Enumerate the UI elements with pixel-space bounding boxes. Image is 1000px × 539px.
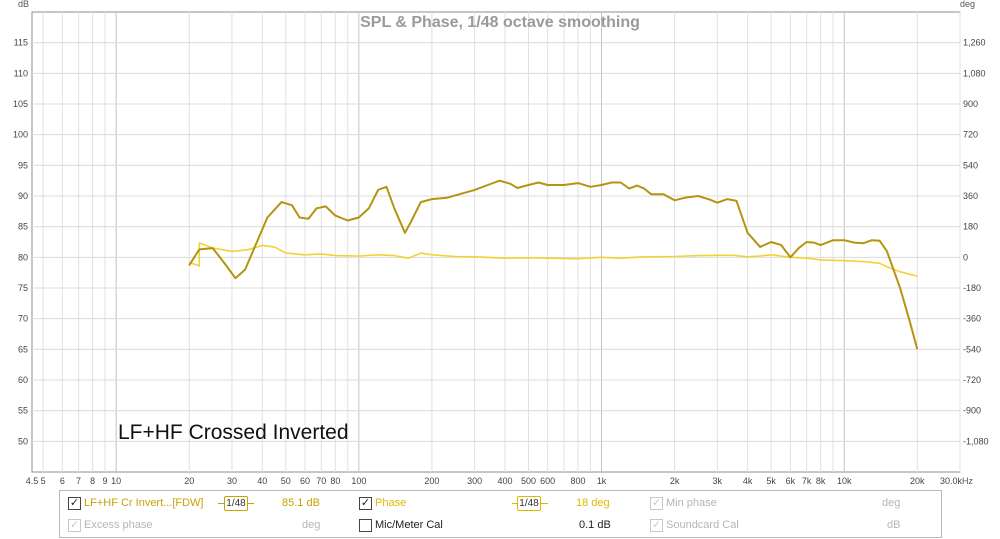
x-tick-label: 60: [300, 476, 310, 486]
y-left-tick-label: 60: [18, 375, 28, 385]
x-tick-label: 70: [316, 476, 326, 486]
y-right-tick-label: 180: [963, 222, 978, 232]
spl-label: LF+HF Cr Invert...[FDW]: [84, 497, 204, 509]
mic-meter-cal-label: Mic/Meter Cal: [375, 519, 443, 531]
min-phase-value: deg: [882, 497, 901, 509]
soundcard-cal-value: dB: [887, 519, 901, 531]
x-tick-label: 800: [570, 476, 585, 486]
legend-row-2: ✓ Excess phase deg Mic/Meter Cal 0.1 dB …: [60, 515, 941, 535]
excess-phase-value: deg: [302, 519, 321, 531]
y-right-unit: deg: [960, 0, 975, 9]
x-tick-label: 4.5: [26, 476, 39, 486]
phase-smoothing-button[interactable]: 1/48: [517, 496, 541, 511]
x-tick-label: 6: [60, 476, 65, 486]
x-tick-label: 200: [424, 476, 439, 486]
soundcard-cal-checkbox[interactable]: ✓: [650, 519, 663, 532]
series-group: [188, 179, 919, 350]
soundcard-cal-label: Soundcard Cal: [666, 519, 739, 531]
phase-value: 18 deg: [576, 497, 610, 509]
spl-smoothing-button[interactable]: 1/48: [224, 496, 248, 511]
x-tick-label: 8k: [816, 476, 826, 486]
x-unit: Hz: [962, 476, 973, 486]
legend-row-1: ✓ LF+HF Cr Invert...[FDW] 1/48 85.1 dB ✓…: [60, 493, 941, 513]
y-left-tick-label: 110: [14, 68, 28, 78]
x-tick-label: 600: [540, 476, 555, 486]
min-phase-checkbox[interactable]: ✓: [650, 497, 663, 510]
x-tick-label: 30.0k: [940, 476, 963, 486]
phase-series-line: [188, 242, 918, 277]
x-tick-label: 7: [76, 476, 81, 486]
x-tick-label: 80: [330, 476, 340, 486]
x-tick-label: 1k: [597, 476, 607, 486]
chart-annotation: LF+HF Crossed Inverted: [118, 421, 349, 444]
y-left-tick-label: 100: [13, 130, 28, 140]
y-left-tick-label: 65: [18, 344, 28, 354]
x-tick-label: 8: [90, 476, 95, 486]
y-right-tick-label: -720: [963, 375, 981, 385]
legend-panel: ✓ LF+HF Cr Invert...[FDW] 1/48 85.1 dB ✓…: [59, 490, 942, 538]
x-tick-label: 300: [467, 476, 482, 486]
x-tick-label: 9: [103, 476, 108, 486]
phase-checkbox[interactable]: ✓: [359, 497, 372, 510]
chart-title: SPL & Phase, 1/48 octave smoothing: [360, 14, 640, 31]
y-right-tick-label: 1,260: [963, 38, 986, 48]
x-tick-label: 7k: [802, 476, 812, 486]
spl-value: 85.1 dB: [282, 497, 320, 509]
spl-checkbox[interactable]: ✓: [68, 497, 81, 510]
x-tick-label: 40: [257, 476, 267, 486]
x-tick-label: 5: [41, 476, 46, 486]
x-tick-label: 4k: [743, 476, 753, 486]
x-tick-label: 30: [227, 476, 237, 486]
x-tick-label: 2k: [670, 476, 680, 486]
y-right-tick-label: 1,080: [963, 68, 986, 78]
y-right-tick-label: -180: [963, 283, 981, 293]
x-tick-label: 500: [521, 476, 536, 486]
x-tick-label: 400: [497, 476, 512, 486]
y-right-tick-label: -1,080: [963, 436, 989, 446]
y-right-tick-label: 0: [963, 252, 968, 262]
y-left-tick-label: 105: [13, 99, 28, 109]
y-left-tick-label: 55: [18, 406, 28, 416]
x-tick-label: 50: [281, 476, 291, 486]
phase-label: Phase: [375, 497, 407, 509]
y-left-tick-label: 75: [18, 283, 28, 293]
y-right-tick-label: 360: [963, 191, 978, 201]
y-left-tick-label: 70: [18, 314, 28, 324]
y-right-tick-label: 540: [963, 160, 978, 170]
x-tick-label: 100: [351, 476, 366, 486]
x-tick-label: 10k: [837, 476, 852, 486]
x-tick-label: 20k: [910, 476, 925, 486]
x-tick-label: 6k: [786, 476, 796, 486]
min-phase-label: Min phase: [666, 497, 717, 509]
y-left-tick-label: 50: [18, 436, 28, 446]
y-axis-right-ticks: 1,260 1,080 900 720 540 360 180 0 -180 -360 -540 -7…: [963, 38, 989, 447]
spl-series-line: [188, 179, 919, 350]
y-left-tick-label: 85: [18, 222, 28, 232]
y-axis-left-ticks: 115 110 105 100 95 90 85 80 75 70 65 60 55 50: [13, 38, 28, 447]
x-tick-label: 10: [111, 476, 121, 486]
x-tick-label: 5k: [766, 476, 776, 486]
mic-meter-cal-checkbox[interactable]: [359, 519, 372, 532]
y-right-tick-label: -540: [963, 344, 981, 354]
y-right-tick-label: 900: [963, 99, 978, 109]
y-left-tick-label: 115: [14, 38, 28, 48]
y-left-tick-label: 80: [18, 252, 28, 262]
x-tick-label: 20: [184, 476, 194, 486]
y-right-tick-label: -900: [963, 406, 981, 416]
y-right-tick-label: -360: [963, 314, 981, 324]
excess-phase-label: Excess phase: [84, 519, 153, 531]
y-left-tick-label: 90: [18, 191, 28, 201]
y-right-tick-label: 720: [963, 130, 978, 140]
x-tick-label: 3k: [713, 476, 723, 486]
excess-phase-checkbox[interactable]: ✓: [68, 519, 81, 532]
x-axis-ticks: 4.5 5 6 7 8 9 10 20 30 40 50 60 70 80 100 200 300 400 500 6…: [26, 476, 963, 486]
y-left-unit: dB: [18, 0, 29, 9]
mic-meter-cal-value: 0.1 dB: [579, 519, 611, 531]
y-left-tick-label: 95: [18, 160, 28, 170]
